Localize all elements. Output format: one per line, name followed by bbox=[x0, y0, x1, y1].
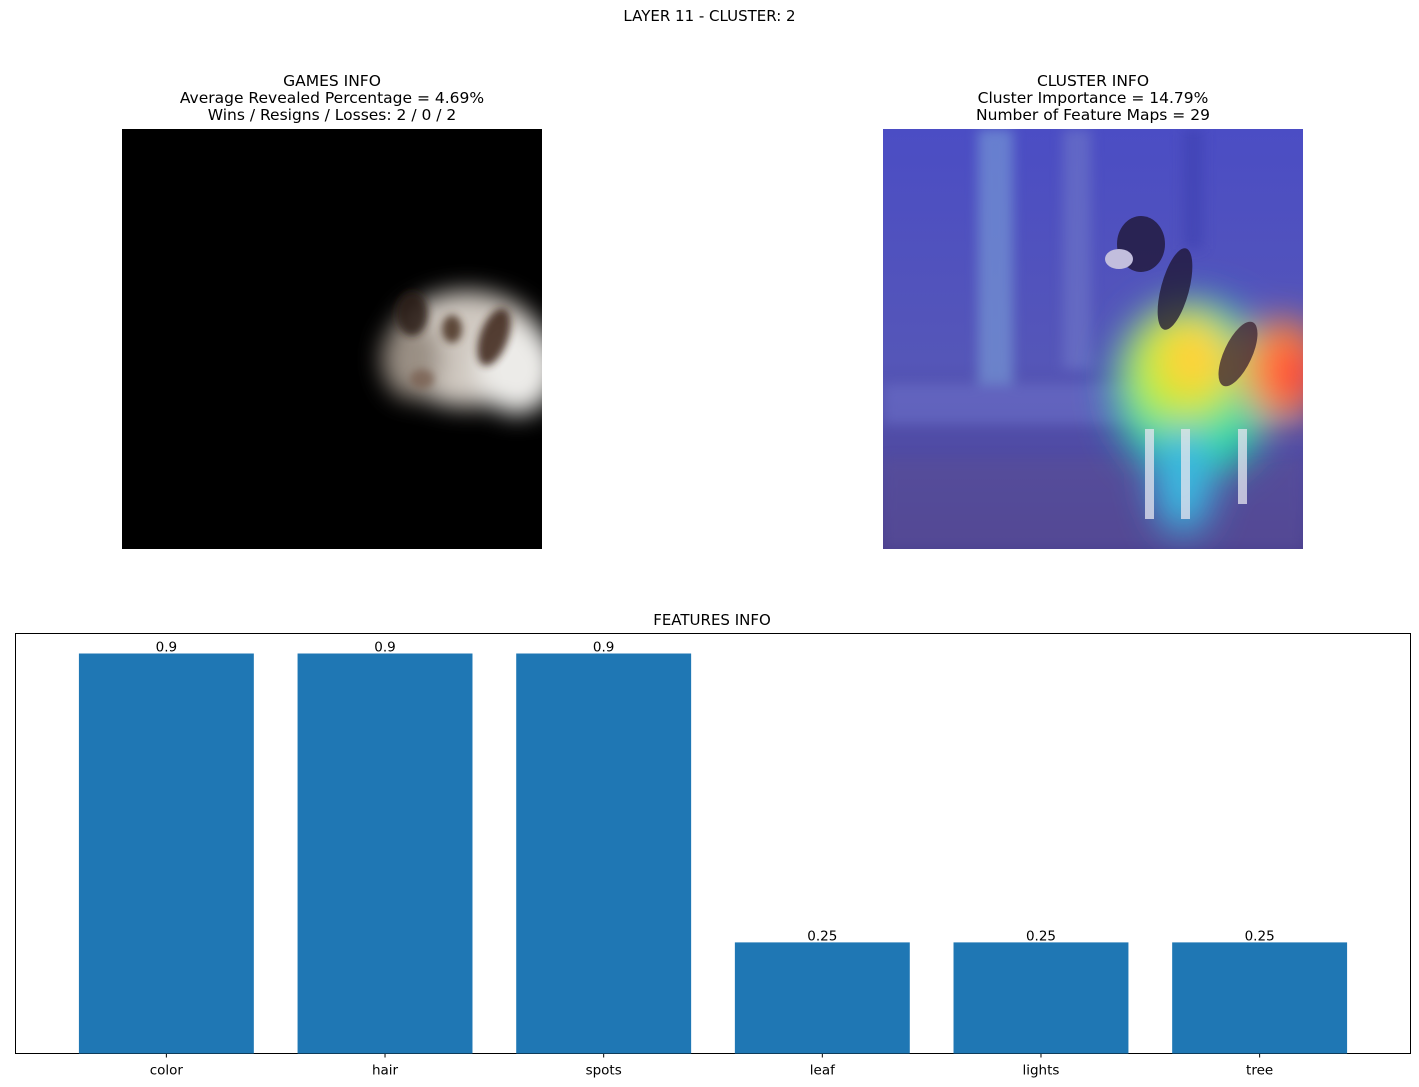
features-info-title: FEATURES INFO bbox=[653, 611, 771, 629]
bars-group: 0.9 color 0.9 hair 0.9 spots 0.25 leaf 0.25 light… bbox=[78, 640, 1348, 1079]
x-tick-label-color: color bbox=[150, 1063, 184, 1079]
bar-hair bbox=[297, 653, 473, 1054]
revealed-mask-image bbox=[122, 129, 542, 549]
cluster-importance: Cluster Importance = 14.79% bbox=[977, 89, 1209, 107]
x-tick-label-lights: lights bbox=[1022, 1063, 1059, 1079]
cluster-info-title: CLUSTER INFO bbox=[1036, 72, 1150, 90]
bar-tree bbox=[1172, 942, 1348, 1054]
x-tick-label-tree: tree bbox=[1246, 1063, 1273, 1079]
average-revealed-percentage: Average Revealed Percentage = 4.69% bbox=[179, 89, 485, 107]
bar-lights bbox=[953, 942, 1129, 1054]
number-of-feature-maps: Number of Feature Maps = 29 bbox=[976, 106, 1210, 124]
data-label-spots: 0.9 bbox=[593, 640, 614, 656]
data-label-leaf: 0.25 bbox=[807, 928, 837, 944]
data-label-lights: 0.25 bbox=[1026, 928, 1056, 944]
wins-resigns-losses: Wins / Resigns / Losses: 2 / 0 / 2 bbox=[207, 106, 457, 124]
x-tick-label-spots: spots bbox=[586, 1063, 622, 1079]
games-info-title-block: GAMES INFO Average Revealed Percentage =… bbox=[132, 73, 532, 124]
bar-color bbox=[78, 653, 254, 1054]
games-info-title: GAMES INFO bbox=[283, 72, 381, 90]
data-label-tree: 0.25 bbox=[1245, 928, 1275, 944]
bar-spots bbox=[516, 653, 692, 1054]
x-tick-label-hair: hair bbox=[372, 1063, 399, 1079]
cluster-heatmap-image bbox=[883, 129, 1303, 549]
cluster-info-title-block: CLUSTER INFO Cluster Importance = 14.79%… bbox=[893, 73, 1293, 124]
data-label-color: 0.9 bbox=[156, 640, 177, 656]
x-tick-label-leaf: leaf bbox=[810, 1063, 836, 1079]
bar-leaf bbox=[734, 942, 910, 1054]
plot-frame bbox=[15, 633, 1411, 1054]
figure-title: LAYER 11 - CLUSTER: 2 bbox=[623, 7, 796, 25]
data-label-hair: 0.9 bbox=[374, 640, 395, 656]
